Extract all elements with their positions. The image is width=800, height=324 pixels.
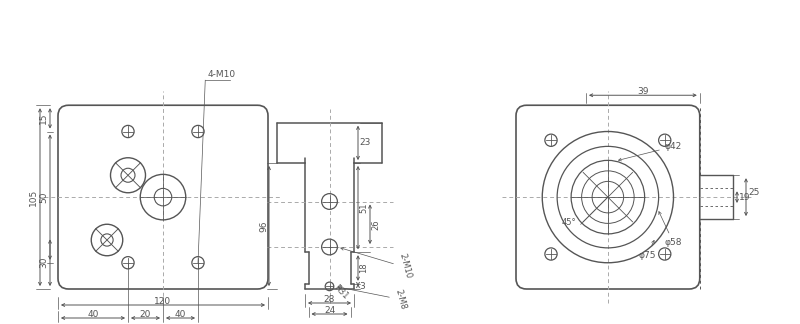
Text: 2-M8: 2-M8 bbox=[393, 288, 407, 311]
Text: 28: 28 bbox=[324, 295, 335, 304]
Text: φ75: φ75 bbox=[638, 240, 656, 260]
Text: 105: 105 bbox=[29, 189, 38, 206]
Text: 23: 23 bbox=[359, 138, 370, 147]
Text: φ58: φ58 bbox=[658, 212, 682, 247]
Text: 18: 18 bbox=[359, 263, 368, 273]
Text: R31: R31 bbox=[331, 284, 350, 301]
Text: 39: 39 bbox=[637, 87, 649, 96]
Text: 50: 50 bbox=[39, 191, 48, 203]
Text: 4-M10: 4-M10 bbox=[207, 70, 235, 79]
Text: 2-M10: 2-M10 bbox=[397, 252, 413, 280]
Text: 26: 26 bbox=[371, 219, 380, 230]
Text: 24: 24 bbox=[324, 306, 335, 315]
Text: 30: 30 bbox=[39, 257, 48, 269]
Text: 40: 40 bbox=[87, 310, 98, 319]
Text: 40: 40 bbox=[175, 310, 186, 319]
Text: 25: 25 bbox=[748, 188, 759, 197]
Text: 15: 15 bbox=[39, 113, 48, 124]
Text: 120: 120 bbox=[154, 297, 171, 306]
Text: 20: 20 bbox=[140, 310, 151, 319]
Text: 51: 51 bbox=[359, 202, 368, 213]
Text: 45°: 45° bbox=[561, 218, 576, 227]
Text: 19: 19 bbox=[739, 193, 750, 202]
Text: φ42: φ42 bbox=[618, 142, 682, 161]
Text: 96: 96 bbox=[259, 220, 268, 232]
Text: 3: 3 bbox=[359, 282, 365, 291]
